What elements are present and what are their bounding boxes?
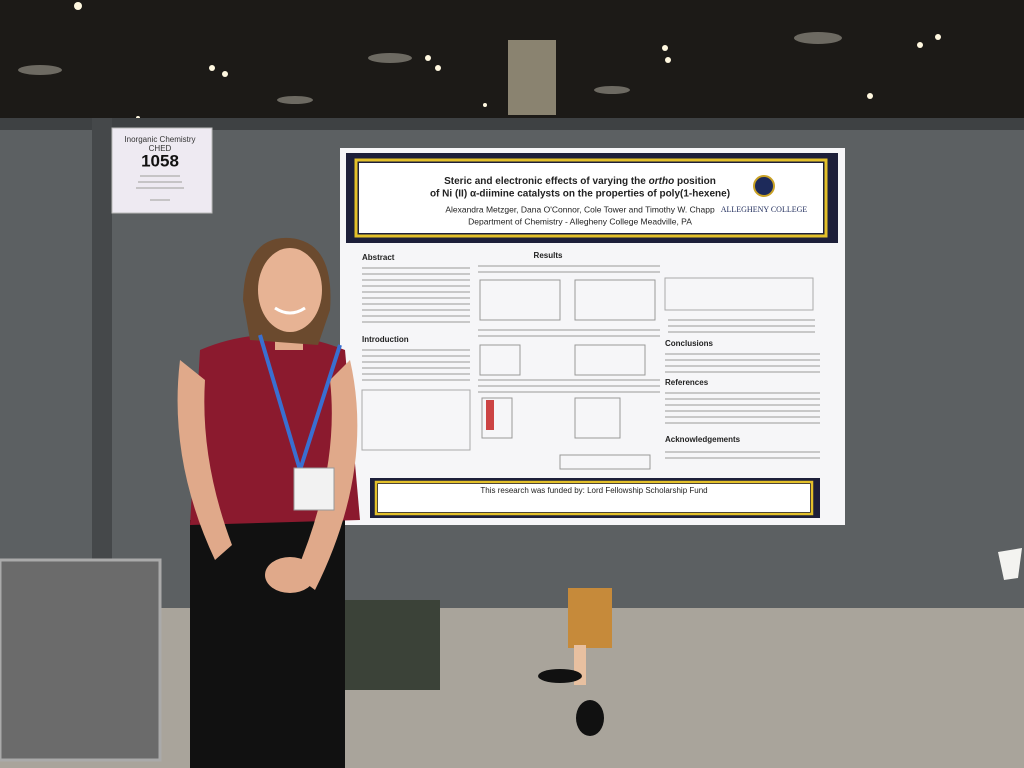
chair xyxy=(330,600,440,690)
panel-frame xyxy=(0,118,1024,130)
section-heading: Results xyxy=(534,251,563,260)
header-inner xyxy=(359,163,823,233)
figure-bar xyxy=(486,400,494,430)
footer-border xyxy=(374,480,814,516)
header-border xyxy=(354,158,828,238)
college-logo: ALLEGHENY COLLEGE xyxy=(721,205,808,214)
conclusions-text xyxy=(665,353,820,373)
sign-text: Inorganic Chemistry xyxy=(124,135,195,144)
table-text xyxy=(668,319,815,333)
acknowledgements-text xyxy=(665,451,820,459)
sign-text: CHED xyxy=(149,144,172,153)
smile xyxy=(274,306,306,315)
section-heading: Abstract xyxy=(362,253,395,262)
title-part: ortho xyxy=(649,176,675,187)
funding-text: This research was funded by: Lord Fellow… xyxy=(480,486,707,495)
footer-inner xyxy=(378,484,810,512)
poster-affiliation: Department of Chemistry - Allegheny Coll… xyxy=(468,216,692,226)
pillar xyxy=(508,40,556,115)
person-face xyxy=(258,248,322,332)
booth-sign xyxy=(111,127,213,214)
poster-title: Steric and electronic effects of varying… xyxy=(444,176,716,187)
ceiling-vents xyxy=(18,32,842,104)
intro-figure xyxy=(361,389,471,451)
section-heading: Introduction xyxy=(362,335,409,344)
sign-number: 1058 xyxy=(141,151,179,170)
section-heading: Conclusions xyxy=(665,339,714,348)
shoe xyxy=(538,669,582,683)
college-seal xyxy=(753,175,775,197)
bystander-pants xyxy=(568,588,612,648)
results-table xyxy=(664,277,814,311)
section-heading: References xyxy=(665,378,709,387)
panel-post xyxy=(92,118,112,608)
results-figures xyxy=(479,279,656,470)
ceiling-lights xyxy=(74,2,941,120)
cup xyxy=(998,548,1022,580)
title-part: Steric and electronic effects of varying… xyxy=(444,176,646,187)
title-part: position xyxy=(677,176,716,187)
section-heading: Acknowledgements xyxy=(665,435,741,444)
person-hands xyxy=(265,557,315,593)
poster-title: of Ni (II) α-diimine catalysts on the pr… xyxy=(430,189,730,200)
sign-details xyxy=(136,175,184,201)
abstract-text xyxy=(362,267,470,323)
person-arm xyxy=(177,360,232,560)
chair xyxy=(0,558,162,762)
shoe xyxy=(576,700,604,736)
introduction-text xyxy=(362,349,470,381)
poster-authors: Alexandra Metzger, Dana O'Connor, Cole T… xyxy=(445,204,715,214)
name-badge xyxy=(293,467,335,511)
results-text xyxy=(478,265,660,393)
references-text xyxy=(665,392,820,424)
